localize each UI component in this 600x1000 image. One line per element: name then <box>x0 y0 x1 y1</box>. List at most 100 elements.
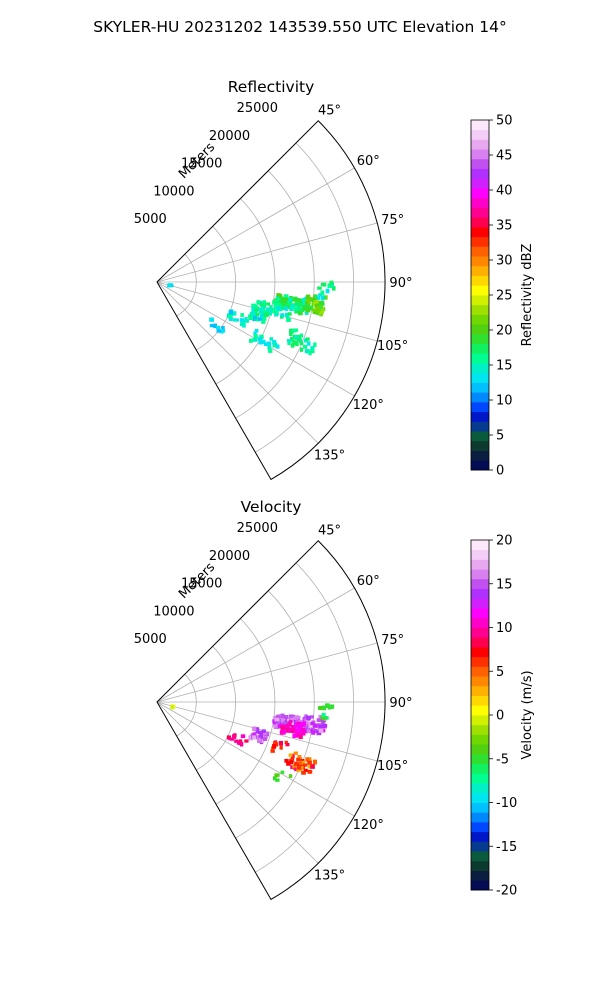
echo-gate <box>329 704 335 709</box>
echo-gate <box>237 740 242 745</box>
echo-gate <box>308 350 312 356</box>
echo-gate <box>318 304 323 310</box>
echo-gate <box>266 302 270 306</box>
echo-gate <box>296 336 302 342</box>
echo-gate <box>272 342 278 348</box>
grid-spoke <box>156 587 355 703</box>
echo-gate <box>320 720 326 726</box>
colorbar-step <box>471 158 489 170</box>
echo-gate <box>296 757 301 762</box>
colorbar-step <box>471 812 489 823</box>
colorbar-step <box>471 744 489 755</box>
echo-gate <box>282 730 286 735</box>
echo-gate <box>294 761 299 766</box>
angle-tick-label: 105° <box>377 759 408 774</box>
echo-gate <box>300 724 306 730</box>
echo-gate <box>244 316 248 322</box>
radial-tick-label: 10000 <box>153 604 194 619</box>
echo-gate <box>294 309 299 314</box>
echo-gate <box>284 758 289 763</box>
echo-gate <box>320 282 326 287</box>
echo-gate <box>284 740 288 744</box>
echo-gate <box>327 283 333 288</box>
echo-gate <box>311 730 316 735</box>
echo-gate <box>266 307 272 313</box>
echo-gate <box>312 309 316 314</box>
echo-gate <box>285 312 290 318</box>
grid-ring <box>176 253 197 317</box>
echo-field <box>170 703 335 782</box>
echo-gate <box>311 727 315 732</box>
echo-gate <box>248 338 253 343</box>
echo-gate <box>209 324 214 328</box>
radial-tick-label: 20000 <box>209 129 250 144</box>
echo-gate <box>262 309 267 314</box>
echo-gate <box>251 303 256 309</box>
echo-gate <box>274 717 280 722</box>
echo-gate <box>295 305 299 310</box>
colorbar-step <box>471 197 489 208</box>
echo-gate <box>280 717 285 723</box>
colorbar-step <box>471 363 489 374</box>
echo-gate <box>301 770 306 775</box>
angle-tick-label: 90° <box>389 276 412 291</box>
colorbar-step <box>471 440 489 451</box>
echo-gate <box>305 757 310 762</box>
echo-gate <box>304 338 308 343</box>
echo-gate <box>294 767 299 772</box>
colorbar-tick-label: 35 <box>496 219 513 234</box>
echo-gate <box>289 332 293 337</box>
echo-gate <box>292 328 297 333</box>
colorbar-step <box>471 120 489 131</box>
echo-gate <box>325 288 330 294</box>
colorbar-step <box>471 450 489 461</box>
echo-gate <box>279 315 284 319</box>
colorbar-step <box>471 627 489 638</box>
colorbar-step <box>471 559 489 570</box>
echo-gate <box>289 328 295 333</box>
colorbar-tick-label: 45 <box>496 149 513 164</box>
echo-gate <box>239 322 244 327</box>
echo-gate <box>306 337 310 341</box>
echo-gate <box>280 725 285 730</box>
echo-gate <box>294 300 299 305</box>
echo-gate <box>320 295 325 301</box>
echo-gate <box>252 732 257 738</box>
echo-gate <box>277 723 281 729</box>
echo-gate <box>262 737 267 741</box>
echo-gate <box>262 317 267 321</box>
colorbar-step <box>471 549 489 560</box>
echo-gate <box>303 768 308 773</box>
echo-gate <box>296 768 301 773</box>
echo-gate <box>292 764 297 769</box>
angle-tick-label: 120° <box>353 398 384 413</box>
echo-gate <box>273 725 278 729</box>
colorbar-step <box>471 724 489 735</box>
colorbar-tick-label: 50 <box>496 114 513 129</box>
echo-gate <box>244 739 249 743</box>
echo-gate <box>290 343 295 348</box>
colorbar-label: Velocity (m/s) <box>520 670 535 759</box>
echo-gate <box>209 317 214 322</box>
angle-tick-label: 120° <box>353 818 384 833</box>
echo-gate <box>289 307 294 312</box>
echo-gate <box>234 739 239 743</box>
echo-gate <box>331 286 336 291</box>
colorbar-step <box>471 860 489 871</box>
echo-gate <box>284 306 288 312</box>
colorbar: 0 5 10 15 20 25 30 35 40 45 50 Reflectivity dBZ <box>470 114 535 479</box>
colorbar-tick-label: 40 <box>496 184 513 199</box>
echo-gate <box>304 714 308 718</box>
radial-tick-label: 10000 <box>153 184 194 199</box>
angle-tick-label: 75° <box>381 633 404 648</box>
colorbar-step <box>471 295 489 306</box>
echo-gate <box>304 311 309 315</box>
colorbar-step <box>471 841 489 852</box>
echo-gate <box>240 313 244 317</box>
echo-gate <box>308 728 313 733</box>
echo-gate <box>262 300 266 305</box>
echo-gate <box>314 294 318 299</box>
echo-gate <box>315 305 321 310</box>
echo-gate <box>321 705 326 711</box>
